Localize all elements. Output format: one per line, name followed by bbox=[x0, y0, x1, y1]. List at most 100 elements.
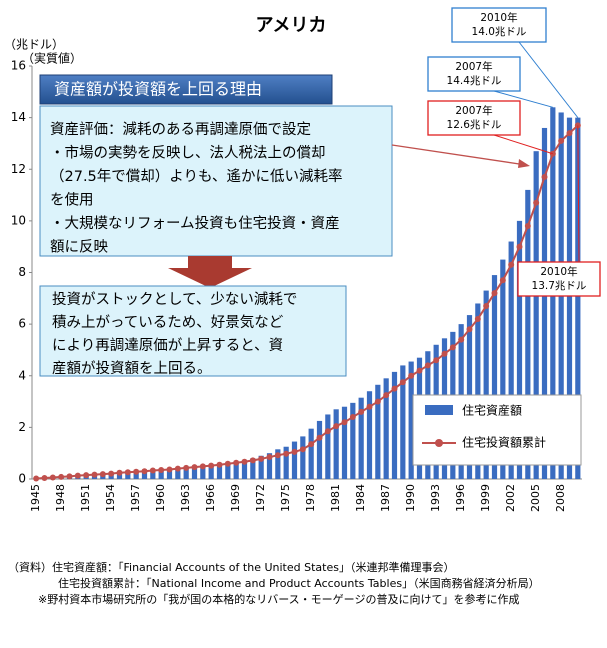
reason-line: 資産評価：減耗のある再調達原価で設定 bbox=[50, 121, 311, 138]
x-tick-label: 1990 bbox=[404, 484, 417, 512]
bar bbox=[208, 466, 214, 479]
marker bbox=[316, 434, 323, 441]
y-tick-label: 14 bbox=[11, 110, 26, 124]
marker bbox=[466, 326, 473, 333]
x-tick-label: 1972 bbox=[254, 484, 267, 512]
source: （資料）住宅資産額：「Financial Accounts of the Uni… bbox=[8, 560, 454, 574]
marker bbox=[233, 459, 240, 466]
x-tick-label: 1978 bbox=[304, 484, 317, 512]
marker bbox=[149, 467, 156, 474]
marker bbox=[99, 471, 106, 478]
bar bbox=[300, 436, 306, 479]
marker bbox=[308, 441, 315, 448]
marker bbox=[391, 385, 398, 392]
marker bbox=[41, 474, 48, 481]
bar bbox=[225, 463, 231, 479]
bar bbox=[308, 428, 314, 479]
y-tick-label: 6 bbox=[18, 317, 26, 331]
reason-line: ・市場の実勢を反映し、法人税法上の償却 bbox=[50, 145, 326, 162]
conclusion-box bbox=[39, 285, 347, 377]
bar bbox=[216, 465, 223, 479]
reason-line: （27.5年で償却）よりも、遙かに低い減耗率 bbox=[50, 168, 343, 185]
x-tick-label: 1963 bbox=[179, 484, 192, 512]
callout-text: 14.0兆ドル bbox=[472, 26, 527, 38]
bar bbox=[175, 469, 181, 479]
marker bbox=[416, 367, 423, 374]
marker bbox=[49, 474, 56, 481]
marker bbox=[249, 457, 256, 464]
bar bbox=[325, 414, 331, 479]
marker bbox=[424, 362, 431, 369]
marker bbox=[374, 398, 381, 405]
marker bbox=[474, 315, 481, 322]
bar bbox=[258, 455, 264, 479]
callout-box bbox=[427, 100, 521, 136]
x-tick-label: 1945 bbox=[29, 484, 42, 512]
marker bbox=[558, 137, 565, 144]
bar bbox=[125, 472, 131, 479]
y-tick-label: 4 bbox=[18, 368, 26, 382]
callout-text: 2007年 bbox=[455, 60, 492, 73]
marker bbox=[449, 344, 456, 351]
marker bbox=[541, 173, 548, 180]
bar bbox=[391, 371, 398, 479]
callout-line bbox=[518, 41, 579, 118]
bar bbox=[166, 469, 173, 479]
marker bbox=[266, 454, 273, 461]
marker bbox=[74, 472, 81, 479]
marker bbox=[141, 468, 148, 475]
bar bbox=[183, 468, 189, 479]
marker bbox=[441, 350, 448, 357]
x-tick-label: 1993 bbox=[429, 484, 442, 512]
marker bbox=[191, 464, 198, 471]
x-tick-label: 1951 bbox=[79, 484, 92, 512]
marker bbox=[324, 428, 331, 435]
y-tick-label: 8 bbox=[18, 265, 26, 279]
bar bbox=[158, 470, 164, 479]
reason-box bbox=[39, 105, 393, 257]
bar bbox=[283, 446, 289, 479]
bar bbox=[191, 467, 198, 479]
marker bbox=[199, 463, 206, 470]
marker bbox=[399, 379, 406, 386]
bar bbox=[116, 473, 123, 479]
marker bbox=[66, 473, 73, 480]
bar bbox=[250, 458, 256, 479]
conclusion-line: 産額が投資額を上回る。 bbox=[52, 360, 212, 377]
y-unit: （実質値） bbox=[22, 51, 82, 66]
x-tick-label: 2008 bbox=[554, 484, 567, 512]
bar bbox=[483, 290, 489, 479]
marker bbox=[116, 469, 123, 476]
x-tick-label: 2002 bbox=[504, 484, 517, 512]
reason-line: ・大規模なリフォーム投資も住宅投資・資産 bbox=[50, 215, 340, 232]
callout-line bbox=[577, 125, 580, 263]
marker bbox=[274, 452, 281, 459]
y-tick-label: 16 bbox=[11, 59, 26, 73]
bar bbox=[266, 453, 273, 479]
pointer-head bbox=[518, 159, 530, 168]
marker bbox=[91, 471, 98, 478]
bar bbox=[516, 220, 523, 479]
legend-label: 住宅投資額累計 bbox=[462, 435, 546, 450]
marker bbox=[358, 408, 365, 415]
callout-box bbox=[451, 7, 547, 43]
marker bbox=[408, 372, 415, 379]
bar bbox=[150, 470, 156, 479]
reason-line: 額に反映 bbox=[50, 239, 108, 256]
legend-swatch bbox=[425, 405, 453, 415]
bar bbox=[341, 406, 348, 479]
bar bbox=[566, 117, 573, 479]
marker bbox=[383, 392, 390, 399]
x-tick-label: 1954 bbox=[104, 484, 117, 512]
callout-text: 2007年 bbox=[455, 104, 492, 117]
bar bbox=[366, 391, 373, 479]
callout-line bbox=[493, 90, 553, 108]
marker bbox=[58, 473, 65, 480]
marker bbox=[108, 470, 115, 477]
bar bbox=[500, 259, 506, 479]
marker bbox=[291, 448, 298, 455]
marker bbox=[366, 403, 373, 410]
x-tick-label: 1984 bbox=[354, 484, 367, 512]
marker bbox=[166, 466, 173, 473]
